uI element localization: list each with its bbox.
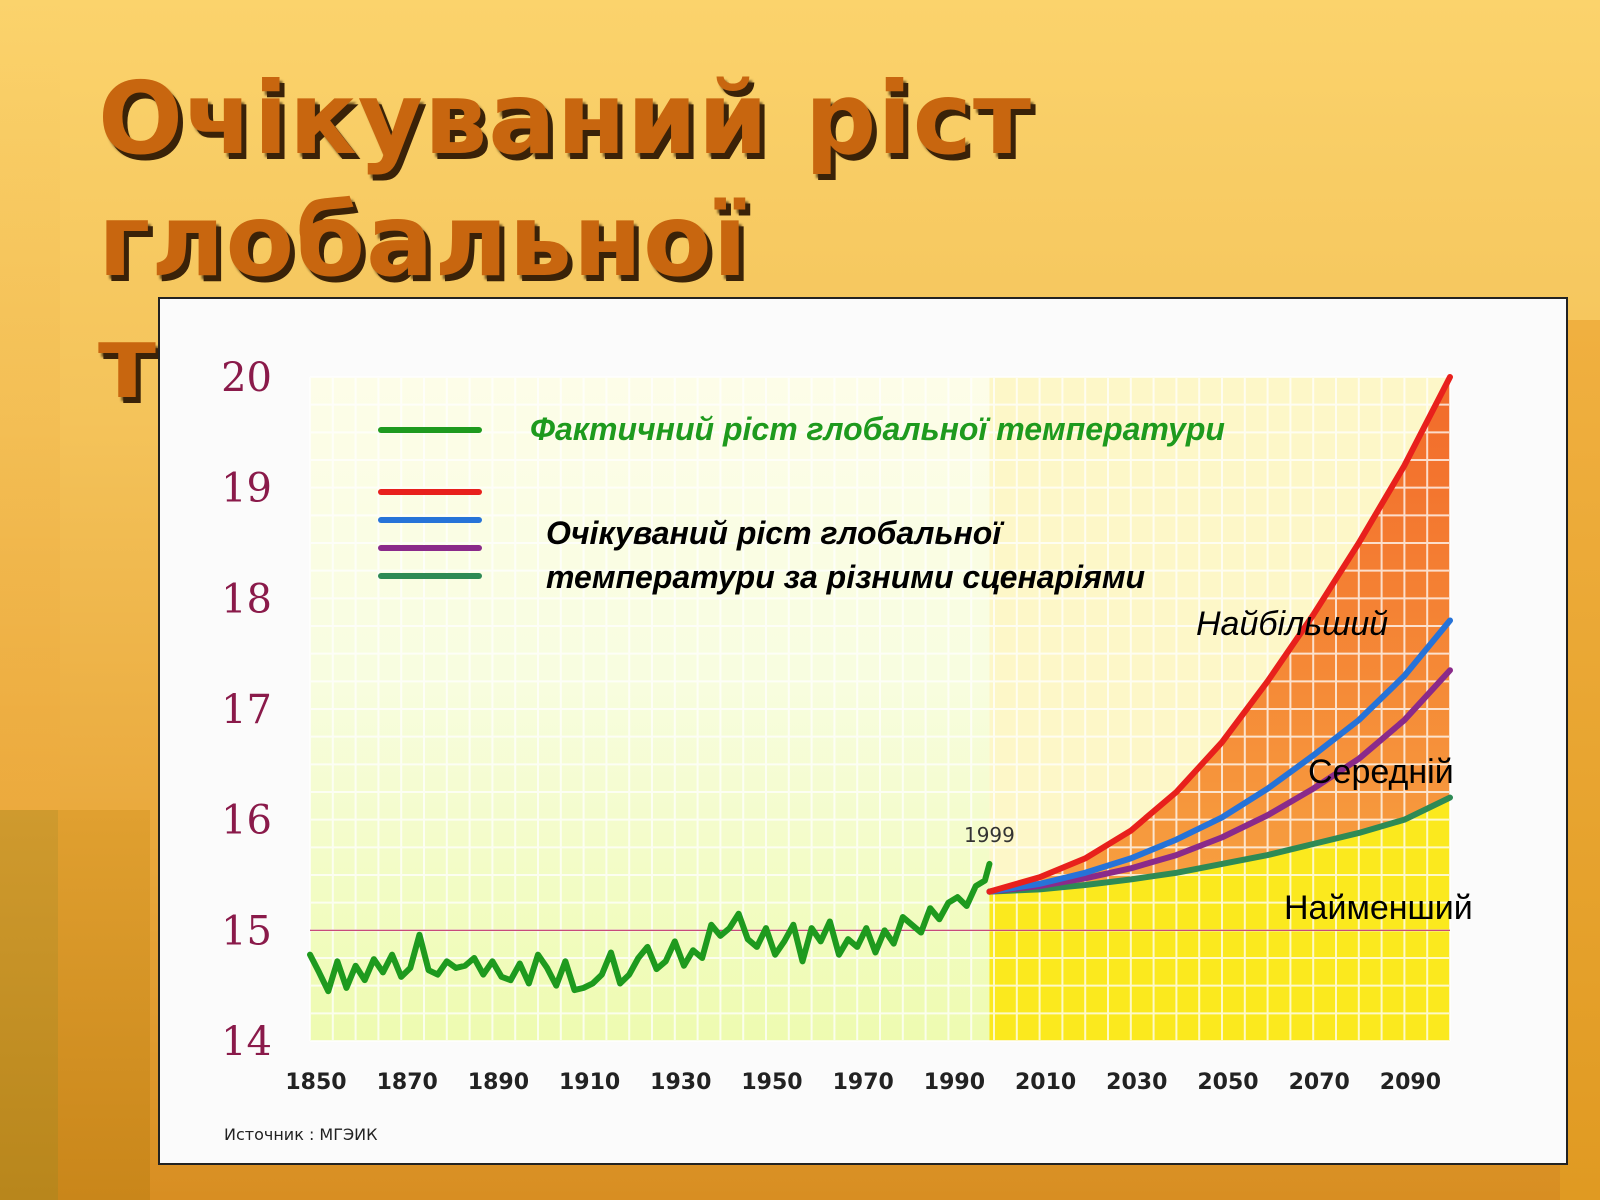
x-tick-label: 2010 — [1015, 1070, 1076, 1095]
y-tick-label: 15 — [221, 908, 272, 954]
legend-medium-high-line — [378, 517, 482, 523]
high-scenario-zone — [989, 377, 1450, 892]
scenario-label-low: Найменший — [1284, 889, 1473, 927]
x-tick-label: 1850 — [285, 1070, 346, 1095]
x-tick-label: 1910 — [559, 1070, 620, 1095]
legend-low-line — [378, 573, 482, 579]
scenario-label-medium: Середній — [1308, 753, 1454, 791]
legend-medium-low-line — [378, 545, 482, 551]
x-tick-label: 1890 — [468, 1070, 529, 1095]
source-note: Источник : МГЭИК — [224, 1125, 378, 1144]
scenario-high-line — [986, 374, 1453, 895]
scenario-medium-high-line — [986, 617, 1453, 895]
x-tick-label: 2050 — [1197, 1070, 1258, 1095]
y-tick-label: 20 — [221, 355, 272, 401]
decor-left-bottom — [0, 810, 150, 1200]
scenario-label-high: Найбільший — [1196, 605, 1389, 643]
observed-temperature-line — [307, 860, 993, 995]
scenario-low-line — [986, 794, 1453, 895]
decor-left-top — [0, 0, 60, 810]
x-tick-label: 2090 — [1380, 1070, 1441, 1095]
x-tick-label: 2030 — [1106, 1070, 1167, 1095]
slide-title-line1: Очікуваний ріст — [98, 60, 1032, 177]
low-scenario-zone — [989, 797, 1450, 1041]
legend-high-line — [378, 489, 482, 495]
legend-actual-label: Фактичний ріст глобальної температури — [530, 411, 1225, 447]
y-tick-label: 17 — [221, 687, 272, 733]
legend-scenarios-label-line2: температури за різними сценаріями — [546, 559, 1146, 595]
legend-actual-line — [378, 427, 482, 433]
x-tick-label: 1870 — [377, 1070, 438, 1095]
x-tick-label: 1950 — [741, 1070, 802, 1095]
y-tick-label: 19 — [221, 466, 272, 512]
y-tick-label: 14 — [221, 1019, 272, 1065]
legend-scenarios-label-line1: Очікуваний ріст глобальної — [546, 515, 1002, 551]
x-tick-label: 2070 — [1289, 1070, 1350, 1095]
x-tick-label: 1930 — [650, 1070, 711, 1095]
temperature-chart: 14 15 16 17 18 19 20 1850 1870 1890 1910 1930 1950 19… — [221, 355, 1453, 1095]
annotation-1999: 1999 — [964, 823, 1015, 847]
x-tick-label: 1970 — [833, 1070, 894, 1095]
scenario-medium-low-line — [986, 667, 1453, 895]
x-tick-label: 1990 — [924, 1070, 985, 1095]
y-tick-label: 16 — [221, 798, 272, 844]
y-tick-label: 18 — [221, 576, 272, 622]
chart-frame: 14 15 16 17 18 19 20 1850 1870 1890 1910 1930 1950 19… — [158, 297, 1568, 1165]
